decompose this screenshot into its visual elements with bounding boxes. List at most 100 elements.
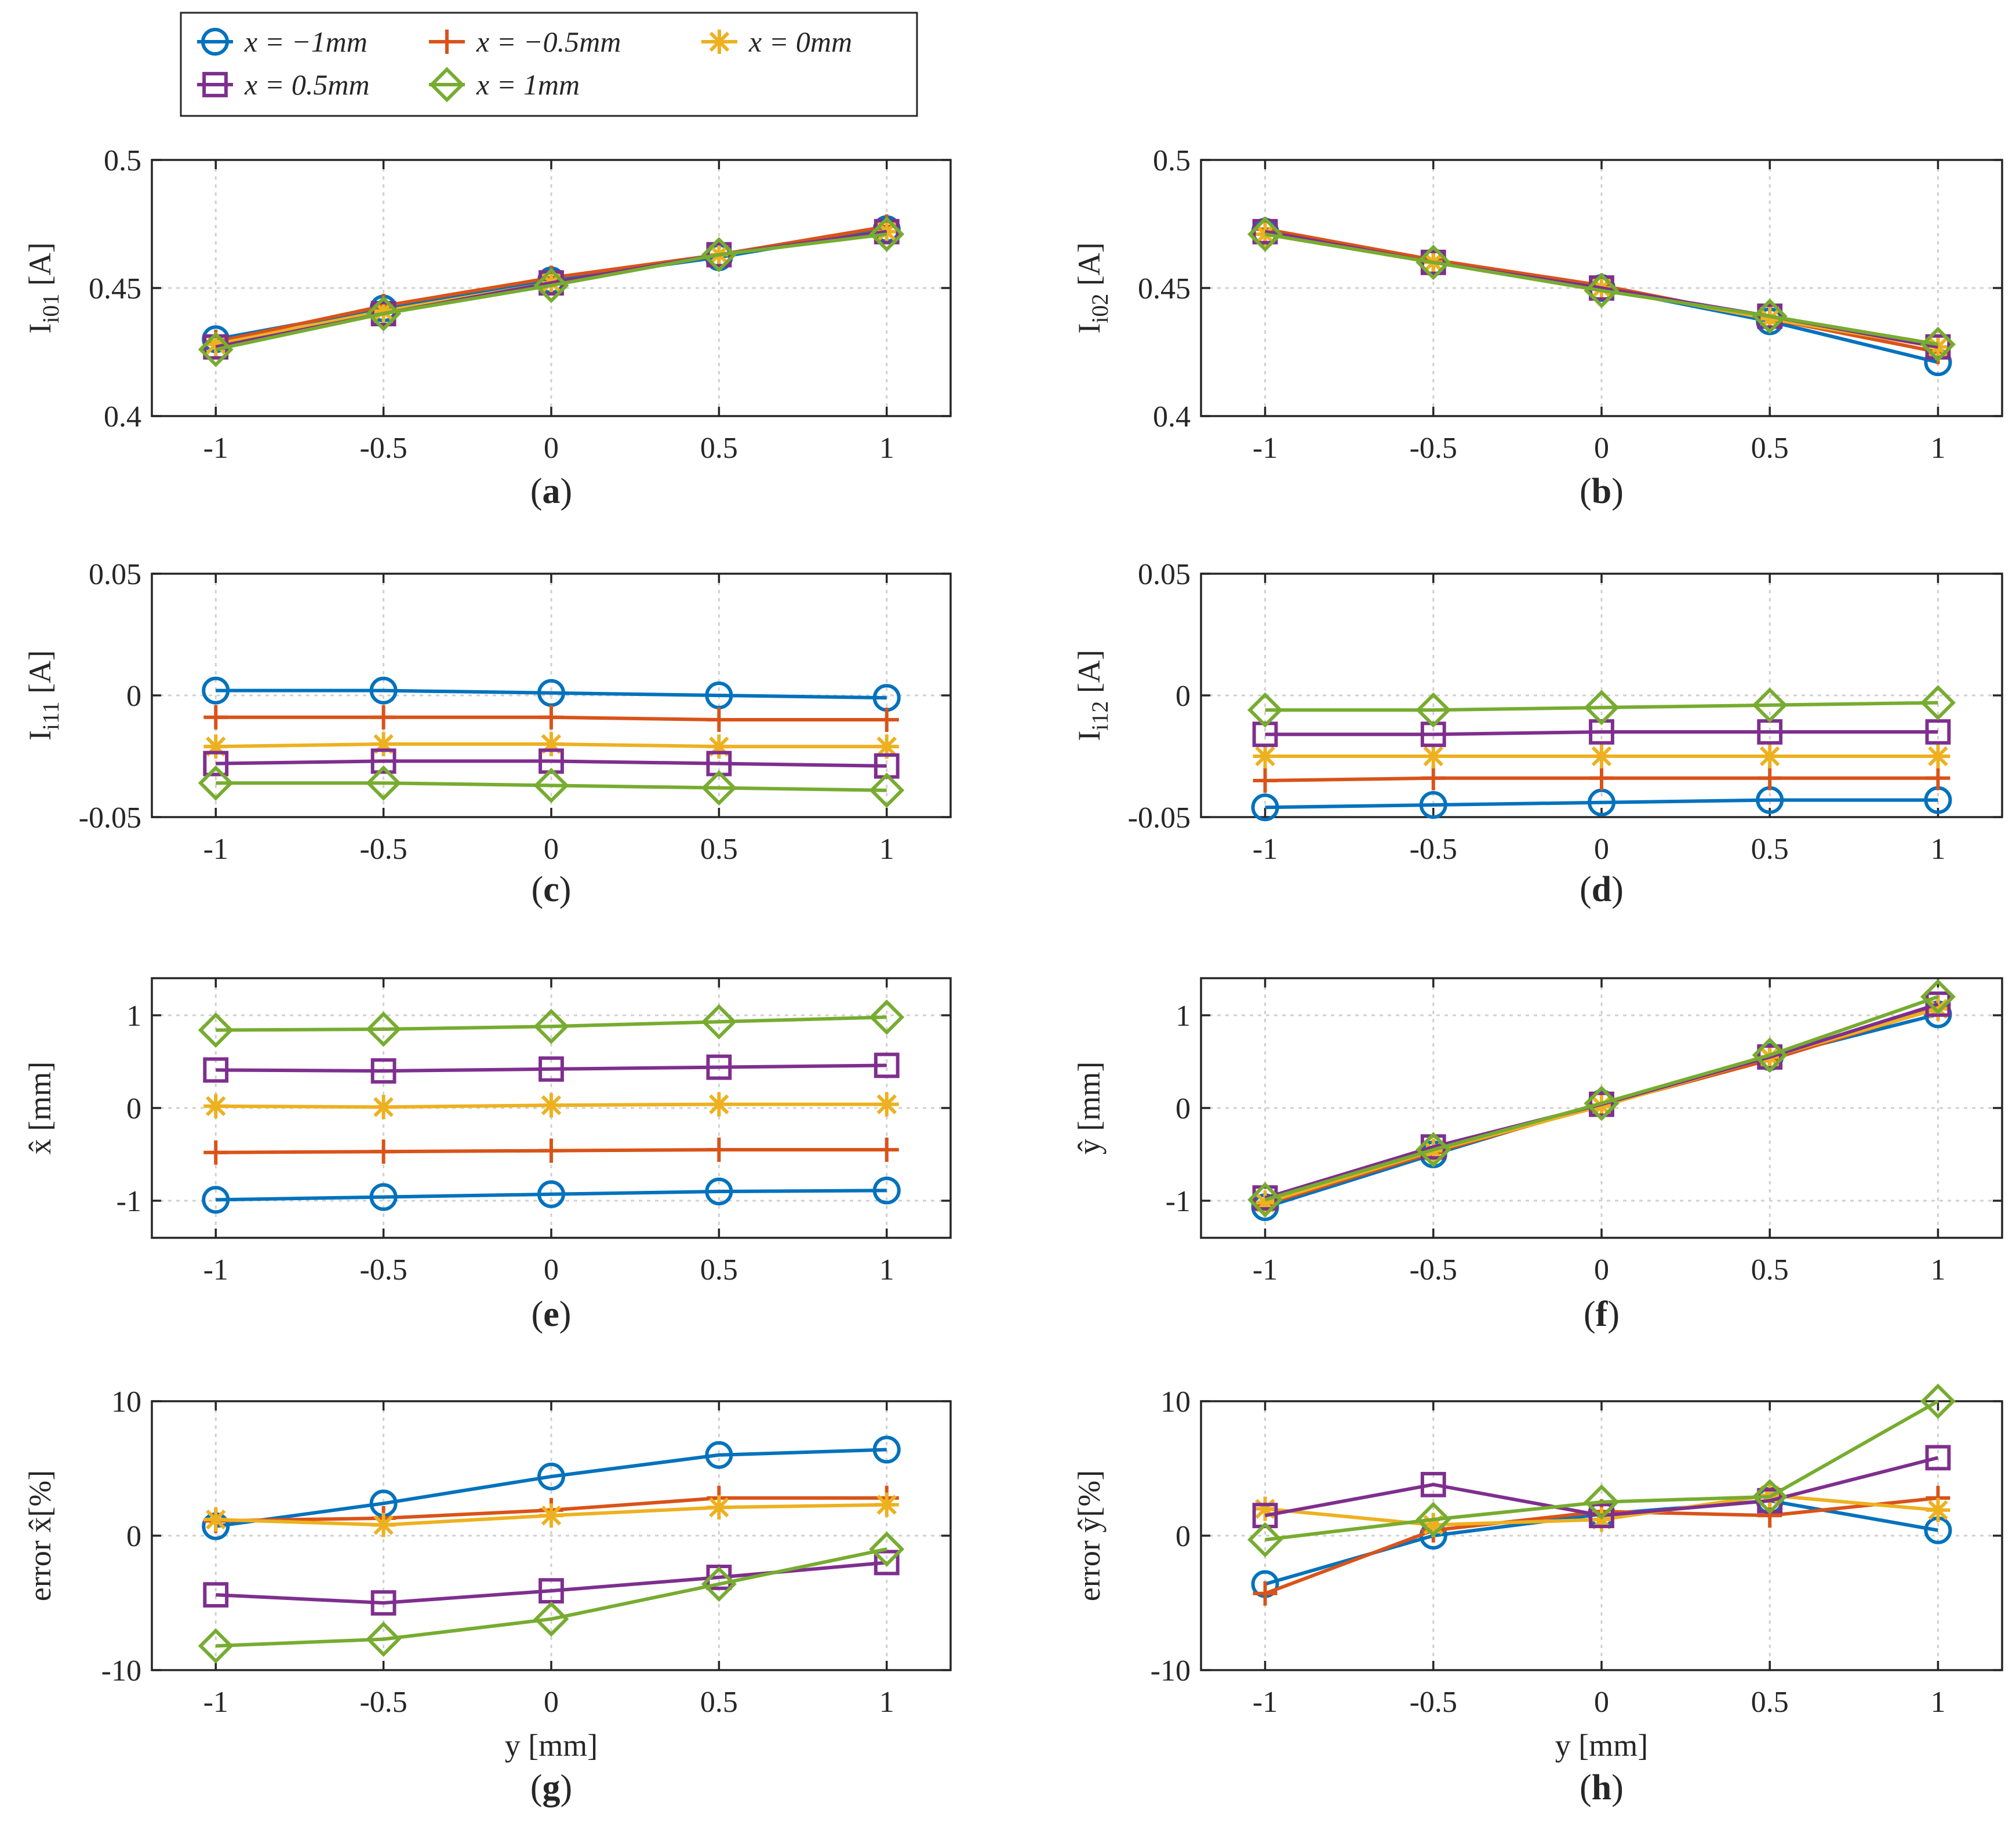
y-tick-label: 0.05 [1138, 558, 1191, 591]
data-point [1752, 1479, 1788, 1515]
square-icon [202, 72, 228, 97]
y-tick-label: 0.4 [104, 400, 141, 433]
series-4 [198, 765, 905, 808]
data-point [203, 734, 228, 759]
x-tick-label: 0.5 [1751, 1686, 1789, 1719]
series-line [216, 781, 887, 792]
data-point [1247, 1182, 1283, 1218]
data-point [705, 1441, 733, 1469]
data-point [869, 216, 905, 252]
y-tick-label: 1 [126, 1000, 141, 1033]
data-point [198, 1012, 234, 1048]
panel-label: (g) [530, 1768, 572, 1807]
data-point [538, 1056, 564, 1082]
y-axis-label: x̂ [mm] [23, 1062, 57, 1154]
data-point [1589, 1503, 1614, 1529]
x-tick-label: -0.5 [1410, 833, 1457, 866]
data-point [874, 734, 899, 759]
subplot-a: -1 -0.5 0 0.5 1 0.4 0.45 0.5 Ii01 [A] (a) [23, 144, 952, 511]
series-line [216, 1015, 887, 1032]
data-point [1420, 249, 1446, 275]
subplot-c: -1 -0.5 0 0.5 1 -0.05 0 0.05 Ii11 [A] (c) [23, 558, 952, 909]
x-tick-label: 1 [879, 1253, 894, 1286]
x-tick-label: 0.5 [700, 1686, 738, 1719]
data-point [203, 750, 229, 777]
panel-label: (h) [1580, 1768, 1624, 1807]
data-point [1415, 692, 1451, 728]
data-point [874, 1052, 900, 1078]
series-2 [203, 1492, 899, 1537]
x-tick-label: -0.5 [1410, 1686, 1457, 1719]
data-point [869, 999, 905, 1035]
data-point [1926, 744, 1951, 768]
data-point [707, 1495, 732, 1520]
data-point [366, 765, 402, 801]
x-tick-label: 0 [544, 1253, 559, 1286]
x-tick-label: 0 [544, 1686, 559, 1719]
y-tick-label: 0.4 [1153, 400, 1191, 433]
series-2 [203, 732, 899, 759]
subplot-g: -1 -0.5 0 0.5 1 -10 0 10 error x̂[%] y [mm] (g) [23, 1386, 952, 1807]
y-tick-label: 0 [126, 680, 141, 713]
data-point [1920, 326, 1956, 362]
data-point [1420, 1471, 1446, 1497]
data-point [1247, 692, 1283, 728]
x-tick-label: -1 [203, 1686, 228, 1719]
panel-label: (a) [530, 472, 572, 511]
subplot-e: -1 -0.5 0 0.5 1 -1 0 1 x̂ [mm] (e) [23, 977, 952, 1334]
y-tick-label: 0.45 [89, 272, 141, 305]
data-point [203, 1507, 228, 1532]
legend-entry: x = 1mm [429, 67, 580, 103]
y-tick-label: 0.45 [1138, 272, 1191, 305]
legend-label: x = 1mm [476, 68, 580, 101]
data-point [1415, 245, 1451, 280]
circle-icon [201, 28, 229, 56]
x-tick-label: 0 [1594, 1686, 1609, 1719]
data-point [366, 1011, 402, 1047]
x-tick-label: 0.5 [1751, 833, 1789, 866]
x-tick-label: 0 [544, 833, 559, 866]
data-point [1589, 766, 1614, 790]
data-point [1253, 1496, 1278, 1521]
subplot-d: -1 -0.5 0 0.5 1 -0.05 0 0.05 Ii12 [A] (d) [1072, 558, 2003, 909]
data-point [198, 331, 234, 367]
data-point [203, 332, 228, 357]
data-point [1920, 1383, 1956, 1419]
asterisk-icon [707, 30, 732, 54]
data-point [370, 301, 396, 327]
data-point [874, 708, 899, 732]
legend-entry: x = −1mm [197, 25, 367, 58]
data-point [874, 1138, 899, 1162]
y-tick-label: -1 [117, 1185, 141, 1218]
series-4 [198, 999, 905, 1048]
y-axis-label: error x̂[%] [23, 1470, 57, 1601]
series-0 [1251, 786, 1952, 822]
x-tick-label: -1 [1253, 432, 1278, 465]
series-1 [203, 1138, 899, 1165]
data-point [1925, 1445, 1951, 1471]
data-point [701, 1004, 737, 1040]
series-4 [198, 216, 905, 367]
data-point [1584, 272, 1620, 308]
x-tick-label: 0 [1594, 833, 1609, 866]
x-tick-label: -1 [203, 1253, 228, 1286]
x-tick-label: -1 [203, 432, 228, 465]
series-line [216, 759, 887, 768]
legend-entry: x = 0mm [701, 25, 852, 58]
y-axis-label: ŷ [mm] [1072, 1062, 1107, 1154]
data-point [203, 1140, 228, 1165]
data-point [533, 1008, 569, 1044]
legend-entry: x = 0.5mm [197, 68, 370, 101]
data-point [1925, 991, 1951, 1017]
series-2 [1253, 744, 1951, 768]
y-tick-label: -10 [1151, 1654, 1191, 1687]
x-tick-label: 1 [879, 432, 894, 465]
series-0 [202, 1176, 901, 1214]
legend-entry: x = −0.5mm [429, 25, 621, 58]
series-line [1265, 798, 1938, 810]
x-tick-label: 1 [1930, 1253, 1945, 1286]
data-point [198, 1628, 234, 1664]
x-tick-label: -0.5 [1410, 1253, 1457, 1286]
data-point [1247, 216, 1283, 252]
